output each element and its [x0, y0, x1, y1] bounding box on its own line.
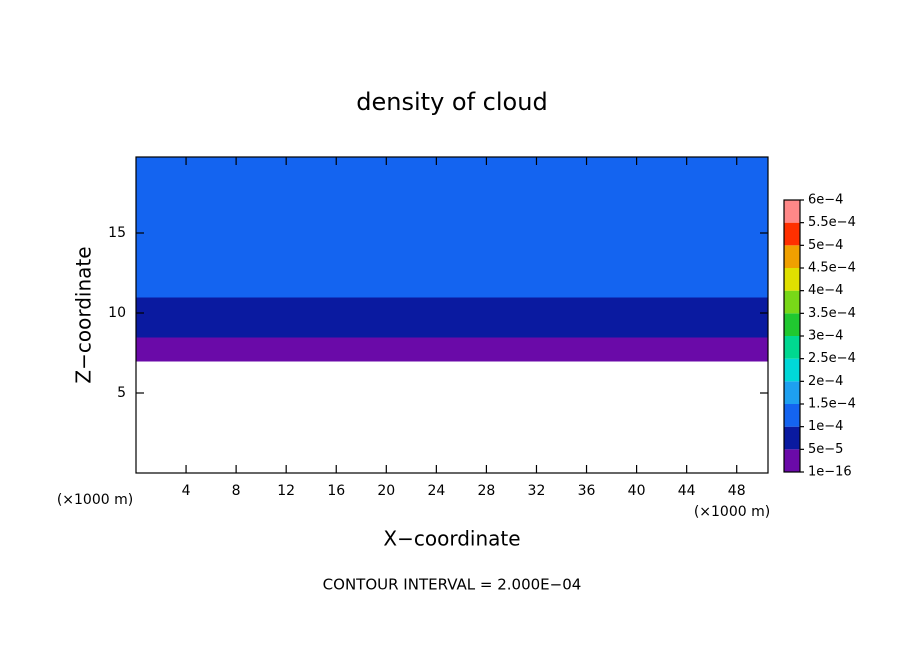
contour-band [136, 169, 768, 186]
contour-band [136, 321, 768, 330]
contour-band [136, 201, 768, 218]
colorbar-cell [784, 358, 800, 382]
colorbar-cell [784, 313, 800, 336]
colorbar-label: 3e−4 [808, 329, 843, 344]
colorbar-cell [784, 245, 800, 268]
x-tick-label: 44 [678, 483, 696, 499]
y-tick-label: 5 [117, 385, 126, 401]
colorbar-cell [784, 426, 800, 450]
contour-band [136, 313, 768, 322]
contour-band [136, 281, 768, 298]
colorbar-label: 5e−5 [808, 442, 843, 457]
x-tick-label: 12 [277, 483, 295, 499]
colorbar-cell [784, 200, 800, 223]
colorbar-label: 2.5e−4 [808, 351, 856, 366]
colorbar-label: 1e−4 [808, 419, 843, 434]
contour-band [136, 305, 768, 314]
colorbar-label: 4.5e−4 [808, 261, 856, 276]
x-tick-label: 8 [232, 483, 241, 499]
x-tick-label: 32 [528, 483, 546, 499]
contour-band [136, 329, 768, 338]
colorbar-cell [784, 222, 800, 246]
chart-title: density of cloud [356, 88, 547, 116]
contour-interval-note: CONTOUR INTERVAL = 2.000E−04 [323, 576, 582, 594]
contour-band [136, 185, 768, 202]
x-tick-label: 28 [478, 483, 496, 499]
colorbar-label: 6e−4 [808, 193, 843, 208]
colorbar-cell [784, 336, 800, 359]
colorbar-label: 5e−4 [808, 238, 843, 253]
x-tick-label: 20 [377, 483, 395, 499]
colorbar-label: 4e−4 [808, 283, 843, 298]
colorbar-cell [784, 449, 800, 472]
contour-band [136, 345, 768, 354]
contour-band [136, 359, 768, 362]
contour-band [136, 265, 768, 282]
contour-band [136, 249, 768, 266]
y-axis-label: Z−coordinate [72, 246, 96, 383]
colorbar-label: 1.5e−4 [808, 397, 856, 412]
x-axis-label: X−coordinate [383, 527, 520, 551]
colorbar-label: 3.5e−4 [808, 306, 856, 321]
x-unit-label: (×1000 m) [694, 504, 770, 520]
contour-band [136, 353, 768, 360]
y-tick-label: 10 [108, 305, 126, 321]
plot-frame [135, 156, 769, 474]
colorbar-label: 5.5e−4 [808, 215, 856, 230]
colorbar-cell [784, 381, 800, 404]
y-unit-label: (×1000 m) [57, 492, 133, 508]
colorbar-cell [784, 268, 800, 291]
colorbar-label: 1e−16 [808, 465, 852, 480]
x-tick-label: 4 [182, 483, 191, 499]
colorbar-cell [784, 404, 800, 427]
x-tick-label: 48 [728, 483, 746, 499]
contour-band [136, 337, 768, 346]
colorbar-cell [784, 290, 800, 314]
y-tick-label: 15 [108, 225, 126, 241]
colorbar-label: 2e−4 [808, 374, 843, 389]
contour-band [136, 233, 768, 250]
x-tick-label: 40 [628, 483, 646, 499]
x-tick-label: 16 [327, 483, 345, 499]
contour-band [136, 297, 768, 306]
x-tick-label: 36 [578, 483, 596, 499]
contour-band [136, 157, 768, 170]
x-tick-label: 24 [427, 483, 445, 499]
contour-band [136, 217, 768, 234]
